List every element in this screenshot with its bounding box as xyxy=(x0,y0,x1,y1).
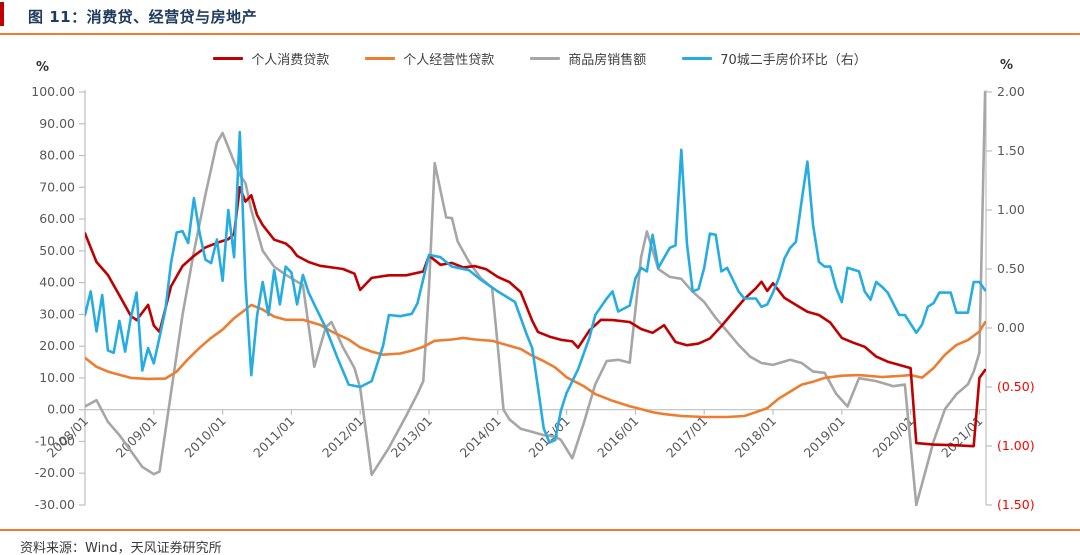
x-axis-tick-label: 2014/01 xyxy=(457,413,504,460)
left-axis-tick-label: 90.00 xyxy=(39,116,75,131)
legend-item-used-home-price-mom: 70城二手房价环比（右） xyxy=(682,49,867,68)
right-axis-tick-label: 0.00 xyxy=(997,320,1025,335)
right-axis-tick-label: 0.50 xyxy=(997,261,1025,276)
x-axis-tick-label: 2019/01 xyxy=(801,413,848,460)
right-axis-tick-label: (1.00) xyxy=(997,438,1035,453)
left-axis-tick-label: -30.00 xyxy=(35,497,75,512)
legend-swatch-consumer-loan xyxy=(213,56,244,60)
source-note: 资料来源：Wind，天风证券研究所 xyxy=(20,541,222,555)
footer-rule xyxy=(0,529,1080,531)
right-axis-tick-label: 1.50 xyxy=(997,143,1025,158)
x-axis-tick-label: 2010/01 xyxy=(181,413,228,460)
left-axis-tick-label: 70.00 xyxy=(39,179,75,194)
x-axis-tick-label: 2016/01 xyxy=(594,413,641,460)
left-axis-tick-label: -10.00 xyxy=(35,433,75,448)
x-axis-tick-label: 2012/01 xyxy=(319,413,366,460)
x-axis-tick-label: 2021/01 xyxy=(938,413,985,460)
left-axis-tick-label: 50.00 xyxy=(39,243,75,258)
legend-item-business-loan: 个人经营性贷款 xyxy=(365,49,494,68)
left-axis-tick-label: 80.00 xyxy=(39,148,75,163)
right-axis-tick-label: 1.00 xyxy=(997,202,1025,217)
x-axis-tick-label: 2017/01 xyxy=(663,413,710,460)
series-line-business-loan xyxy=(85,303,986,419)
series-line-used-home-price-mom xyxy=(85,130,986,444)
header-rule xyxy=(0,33,1080,35)
legend-swatch-business-loan xyxy=(365,56,396,60)
series-line-consumer-loan xyxy=(85,186,986,448)
legend-label-consumer-loan: 个人消费贷款 xyxy=(251,52,330,68)
x-axis-tick-label: 2011/01 xyxy=(250,413,297,460)
left-axis-tick-label: -20.00 xyxy=(35,465,75,480)
legend-label-business-loan: 个人经营性贷款 xyxy=(403,52,495,68)
left-accent-bar xyxy=(0,2,4,26)
left-axis-tick-label: 40.00 xyxy=(39,275,75,290)
x-axis-tick-label: 2018/01 xyxy=(732,413,779,460)
legend-label-housing-sales: 商品房销售额 xyxy=(568,52,647,68)
left-axis-tick-label: 60.00 xyxy=(39,211,75,226)
right-axis-tick-label: (0.50) xyxy=(997,379,1035,394)
legend-item-housing-sales: 商品房销售额 xyxy=(530,49,646,68)
left-axis-tick-label: 30.00 xyxy=(39,306,75,321)
legend-item-consumer-loan: 个人消费贷款 xyxy=(213,49,329,68)
left-axis-unit-label: % xyxy=(36,60,50,75)
legend-swatch-used-home-price-mom xyxy=(682,56,713,60)
right-axis-unit-label: % xyxy=(1000,58,1014,73)
right-axis-tick-label: 2.00 xyxy=(997,84,1025,99)
left-axis-tick-label: 10.00 xyxy=(39,370,75,385)
series-line-housing-sales xyxy=(85,91,986,506)
figure-title: 图 11：消费贷、经营贷与房地产 xyxy=(28,8,258,26)
right-axis-tick-label: (1.50) xyxy=(997,497,1035,512)
left-axis-tick-label: 100.00 xyxy=(31,84,75,99)
left-axis-tick-label: 20.00 xyxy=(39,338,75,353)
legend-label-used-home-price-mom: 70城二手房价环比（右） xyxy=(720,52,867,68)
legend-swatch-housing-sales xyxy=(530,56,561,60)
left-axis-tick-label: 0.00 xyxy=(47,402,75,417)
chart-legend: 个人消费贷款 个人经营性贷款 商品房销售额 70城二手房价环比（右） xyxy=(0,48,1080,68)
